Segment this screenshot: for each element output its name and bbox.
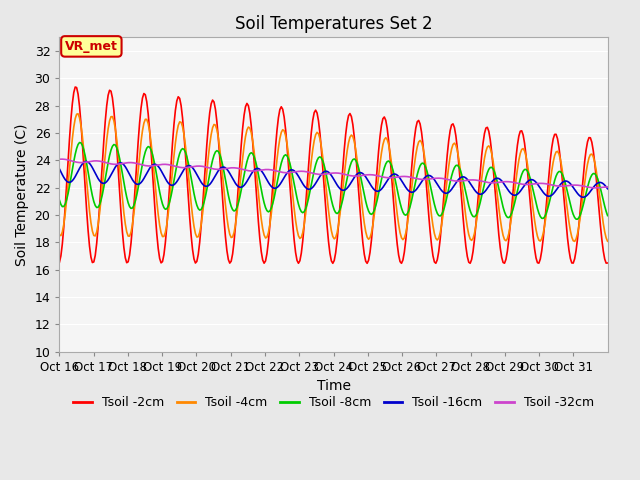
Tsoil -16cm [604,186,611,192]
Tsoil -4cm [529,207,537,213]
Tsoil -16cm [448,186,456,192]
Tsoil -2cm [339,165,347,170]
Tsoil -16cm [602,184,610,190]
X-axis label: Time: Time [317,379,351,393]
Line: Tsoil -8cm: Tsoil -8cm [60,143,607,219]
Tsoil -4cm [604,239,611,244]
Tsoil -2cm [364,261,371,266]
Tsoil -8cm [573,216,581,222]
Tsoil -16cm [83,158,90,164]
Tsoil -32cm [339,171,347,177]
Tsoil -2cm [72,84,79,90]
Tsoil -2cm [604,260,611,266]
Tsoil -8cm [76,140,83,145]
Tsoil -8cm [74,142,82,147]
Tsoil -8cm [529,188,537,193]
Tsoil -16cm [529,177,537,183]
Title: Soil Temperatures Set 2: Soil Temperatures Set 2 [235,15,433,33]
Tsoil -2cm [56,259,63,265]
Tsoil -4cm [93,229,100,235]
Tsoil -8cm [448,173,456,179]
Tsoil -8cm [602,208,610,214]
Line: Tsoil -4cm: Tsoil -4cm [60,114,607,241]
Tsoil -8cm [93,204,100,210]
Line: Tsoil -16cm: Tsoil -16cm [60,161,607,197]
Tsoil -4cm [56,232,63,238]
Text: VR_met: VR_met [65,40,118,53]
Tsoil -32cm [56,156,63,162]
Tsoil -16cm [56,166,63,172]
Tsoil -16cm [339,187,347,193]
Tsoil -2cm [449,121,457,127]
Tsoil -2cm [76,103,83,109]
Tsoil -32cm [58,156,66,162]
Tsoil -32cm [76,160,83,166]
Tsoil -8cm [604,213,611,218]
Tsoil -8cm [56,197,63,203]
Tsoil -32cm [602,184,610,190]
Y-axis label: Soil Temperature (C): Soil Temperature (C) [15,123,29,266]
Line: Tsoil -2cm: Tsoil -2cm [60,87,607,264]
Legend: Tsoil -2cm, Tsoil -4cm, Tsoil -8cm, Tsoil -16cm, Tsoil -32cm: Tsoil -2cm, Tsoil -4cm, Tsoil -8cm, Tsoi… [68,391,599,414]
Line: Tsoil -32cm: Tsoil -32cm [60,159,607,188]
Tsoil -4cm [339,186,347,192]
Tsoil -8cm [339,196,347,202]
Tsoil -4cm [602,235,610,241]
Tsoil -32cm [529,181,537,187]
Tsoil -16cm [579,194,587,200]
Tsoil -2cm [531,246,538,252]
Tsoil -2cm [93,240,100,246]
Tsoil -16cm [93,173,100,179]
Tsoil -32cm [448,178,456,183]
Tsoil -16cm [74,168,82,174]
Tsoil -4cm [571,239,579,244]
Tsoil -4cm [76,115,83,120]
Tsoil -32cm [93,158,100,164]
Tsoil -2cm [602,260,610,266]
Tsoil -4cm [74,111,82,117]
Tsoil -32cm [604,184,611,190]
Tsoil -4cm [448,146,456,152]
Tsoil -32cm [592,185,600,191]
